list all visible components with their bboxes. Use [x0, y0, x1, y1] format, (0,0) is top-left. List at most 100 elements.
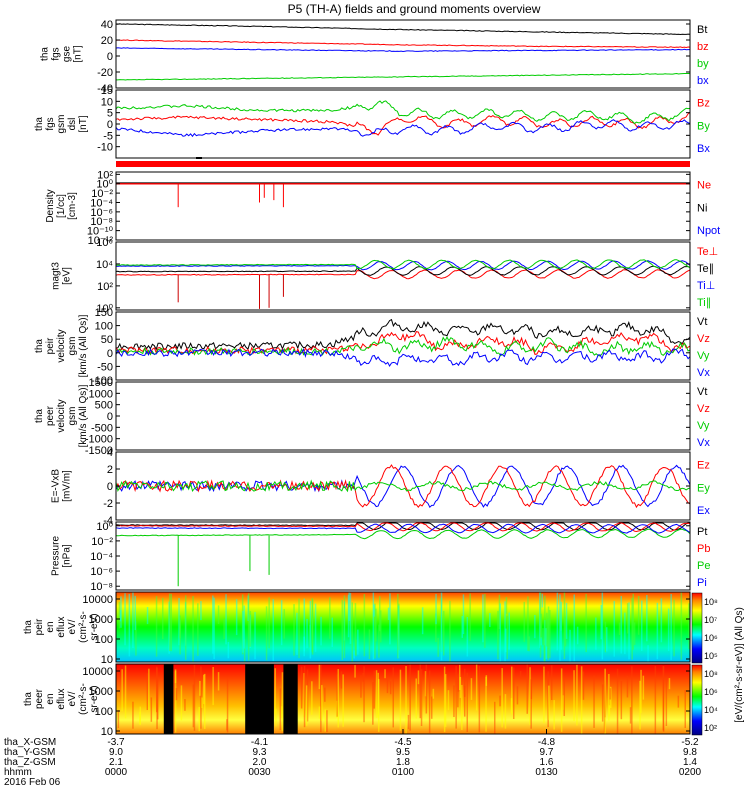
legend-entry: Pi [697, 577, 707, 589]
spectrogram-texture [268, 597, 270, 649]
spectrogram-texture [470, 678, 473, 700]
panel-frame [115, 19, 691, 89]
spectrogram-texture [303, 665, 306, 728]
y-tick-label: 10⁰ [96, 303, 113, 315]
spectrogram-texture [469, 593, 471, 641]
x-tick-label: 0130 [535, 767, 558, 778]
panel-fgs: 40 20 0 -20 -40 tha fgs gse [nT] Bt bz by bx [40, 19, 710, 95]
spectrogram-texture [542, 628, 544, 645]
spectrogram-texture [498, 594, 501, 629]
spectrogram-texture [392, 667, 394, 728]
spectrogram-texture [311, 681, 313, 715]
y-tick-label: 5 [107, 108, 113, 120]
colorbar-top [691, 592, 703, 664]
x-tick-label: 9.5 [396, 747, 410, 758]
spectrogram-texture [146, 607, 149, 625]
spectrogram-texture [174, 669, 177, 733]
spectrogram-texture [616, 668, 619, 734]
spectrogram-texture [349, 592, 352, 644]
panel-peir-spectrogram: 10000 1000 100 10 tha peir en eflux eV/(cm²-s-sr… [23, 591, 691, 666]
spectrogram-texture [132, 592, 134, 648]
spectrogram-texture [353, 650, 355, 659]
efield-trace [115, 464, 691, 509]
spectrogram-texture [363, 666, 365, 723]
colorbar-tick-label: 10⁶ [704, 687, 718, 697]
spectrogram-texture [170, 593, 172, 652]
x-tick-label: -4.1 [251, 737, 269, 748]
y-tick-label: 0 [107, 481, 113, 493]
spectrogram-texture [600, 605, 602, 640]
spectrogram-texture [444, 674, 447, 727]
legend-entry: Pe [697, 560, 710, 572]
x-row-label: hhmm [4, 767, 32, 778]
panel-frame [115, 311, 691, 381]
spectrogram-texture [628, 602, 630, 660]
y-tick-label: 10⁻¹² [88, 235, 114, 247]
spectrogram-texture [336, 674, 338, 717]
spectrogram-texture [121, 669, 123, 712]
y-tick-label: -4 [103, 515, 113, 527]
spectrogram-texture [540, 637, 542, 646]
spectrogram-texture [569, 629, 571, 662]
spectrogram-texture [139, 711, 141, 725]
spectrogram-texture [281, 672, 284, 732]
spectrogram-texture [311, 598, 313, 653]
series-line-bx [115, 119, 691, 138]
y-tick-label: 1000 [89, 388, 113, 400]
spectrogram-texture [419, 664, 421, 719]
y-tick-label: 15 [101, 85, 113, 97]
y-tick-label: -2 [103, 498, 113, 510]
spectrogram-texture [348, 592, 350, 621]
legend-entry: Ti⊥ [697, 280, 715, 292]
y-axis-label: peer [45, 405, 56, 426]
spectrogram-texture [375, 670, 378, 718]
y-tick-label: 10⁻¹⁰ [87, 226, 114, 238]
panel-frame [115, 521, 691, 591]
spectrogram-texture [355, 639, 357, 657]
colorbar-bottom [691, 664, 703, 736]
spectrogram-texture [513, 667, 515, 719]
panel-frame [115, 381, 691, 451]
legend-entry: Ni [697, 202, 707, 214]
spectrogram-texture [128, 594, 131, 657]
y-axis-label: en [45, 621, 56, 632]
spectrogram-texture [580, 666, 583, 734]
spectrogram-texture [178, 598, 180, 646]
series-line-bz [115, 111, 691, 136]
spectrogram-texture [324, 687, 326, 702]
spectrogram-texture [162, 597, 164, 639]
x-tick-label: 1.6 [540, 757, 554, 768]
y-axis-label: velocity [56, 399, 67, 432]
x-tick-label: 0000 [105, 767, 128, 778]
panel-temperature: 10⁶ 10⁴ 10² 10⁰ magt3 [eV] Te⊥ Te∥ Ti⊥ Ti∥ [51, 237, 719, 315]
spectrogram-texture [585, 593, 587, 653]
spectrogram-texture [516, 686, 519, 705]
spectrogram-texture [247, 593, 250, 661]
legend-entry: Vz [697, 403, 710, 415]
y-tick-label: 0 [107, 348, 113, 360]
spectrogram-texture [642, 675, 645, 700]
y-tick-label: 10⁻⁸ [90, 216, 113, 228]
spectrogram-texture [275, 708, 277, 727]
colorbar-tick-label: 10⁷ [704, 615, 717, 625]
spectrogram-texture [626, 676, 629, 698]
spectrogram-texture [180, 685, 183, 721]
y-axis-label: (cm²-s- [78, 683, 89, 715]
spectrogram-texture [175, 688, 178, 701]
x-tick-label: -4.8 [538, 737, 556, 748]
x-tick-label: 1.4 [683, 757, 697, 768]
spectrogram-texture [485, 676, 487, 732]
y-axis-label: eflux [56, 688, 67, 709]
y-tick-label: 10 [101, 726, 113, 738]
spectrogram-texture [384, 669, 386, 679]
spectrogram-texture [459, 677, 462, 698]
spectrogram-texture [329, 597, 331, 639]
series-line-vx [115, 348, 691, 367]
panel-pressure: 10⁰ 10⁻² 10⁻⁴ 10⁻⁶ 10⁻⁸ Pressure [nPa] Pt Pb Pe Pi [51, 521, 711, 593]
y-tick-label: -5 [103, 130, 113, 142]
x-tick-label: 1.8 [396, 757, 410, 768]
spectrogram-texture [274, 668, 276, 715]
y-tick-label: 10 [101, 96, 113, 108]
spectrogram-texture [389, 593, 391, 645]
